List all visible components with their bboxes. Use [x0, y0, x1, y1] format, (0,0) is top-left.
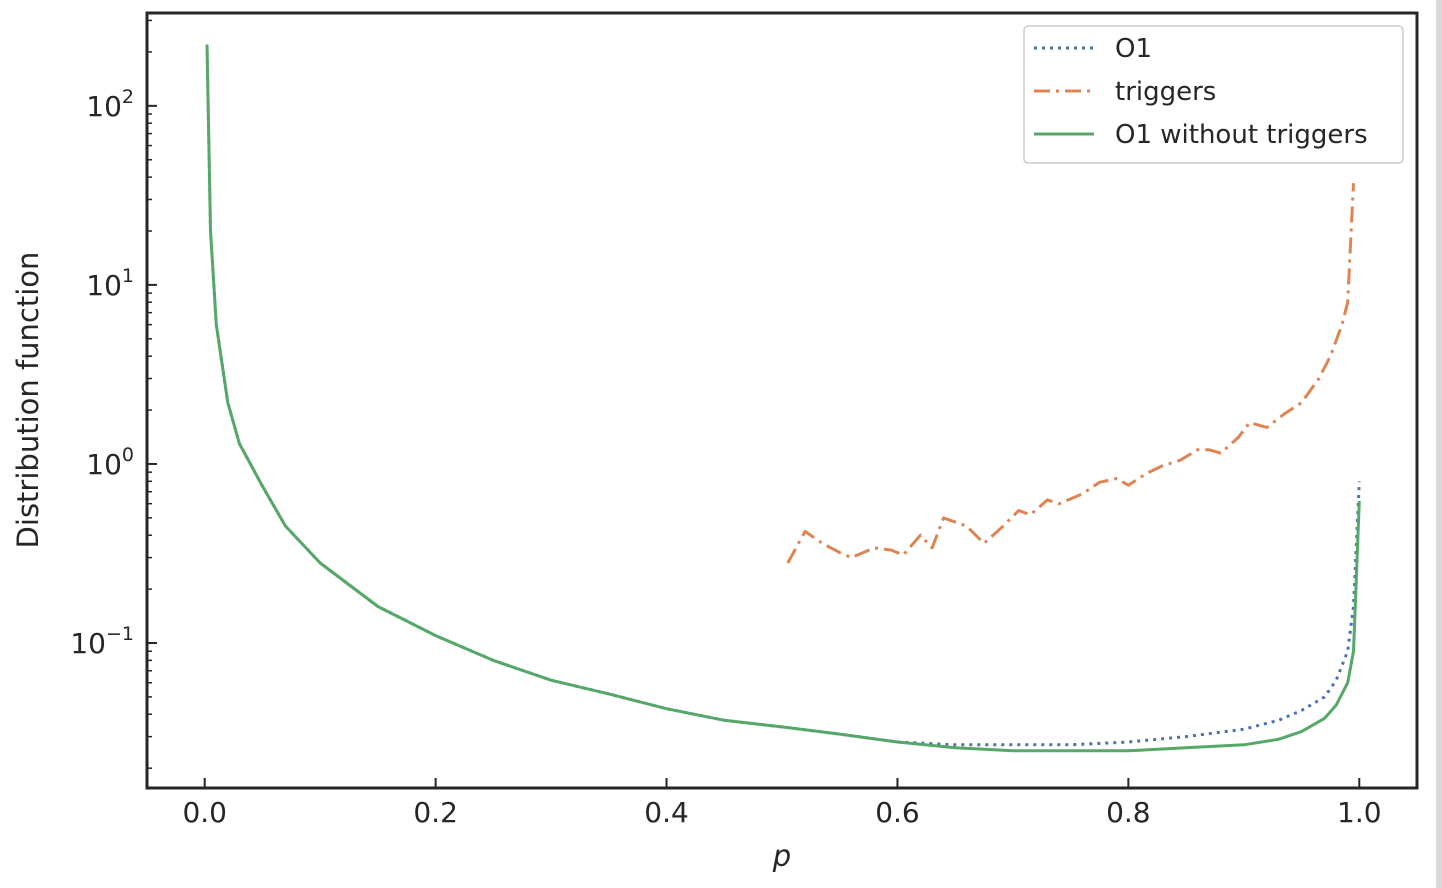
x-tick-label-3: 0.6 [875, 796, 920, 829]
x-tick-label-0: 0.0 [182, 796, 227, 829]
y-tick-label-1: 101 [86, 265, 134, 302]
y-tick-label-3: 10−1 [70, 623, 134, 660]
legend-label-1: triggers [1115, 77, 1216, 107]
tick-layer: 0.0 0.2 0.4 0.6 0.8 1.0 102 101 100 10−1 [70, 19, 1382, 829]
series-layer [205, 44, 1361, 753]
series-line-1 [786, 183, 1355, 564]
series-line-2 [205, 44, 1361, 753]
window-edge [1436, 0, 1442, 888]
plot-frame [145, 11, 1419, 790]
x-tick-label-4: 0.8 [1106, 796, 1151, 829]
x-tick-label-2: 0.4 [644, 796, 689, 829]
legend-label-2: O1 without triggers [1115, 120, 1368, 150]
y-tick-label-0: 102 [86, 86, 134, 123]
y-axis-label: Distribution function [11, 252, 45, 549]
legend-label-0: O1 [1115, 34, 1152, 64]
y-tick-label-2: 100 [86, 444, 134, 481]
legend: O1 triggers O1 without triggers [1023, 25, 1404, 164]
x-axis-label: p [772, 839, 791, 873]
x-tick-label-1: 0.2 [413, 796, 458, 829]
x-tick-label-5: 1.0 [1337, 796, 1382, 829]
legend-box [1023, 25, 1404, 164]
